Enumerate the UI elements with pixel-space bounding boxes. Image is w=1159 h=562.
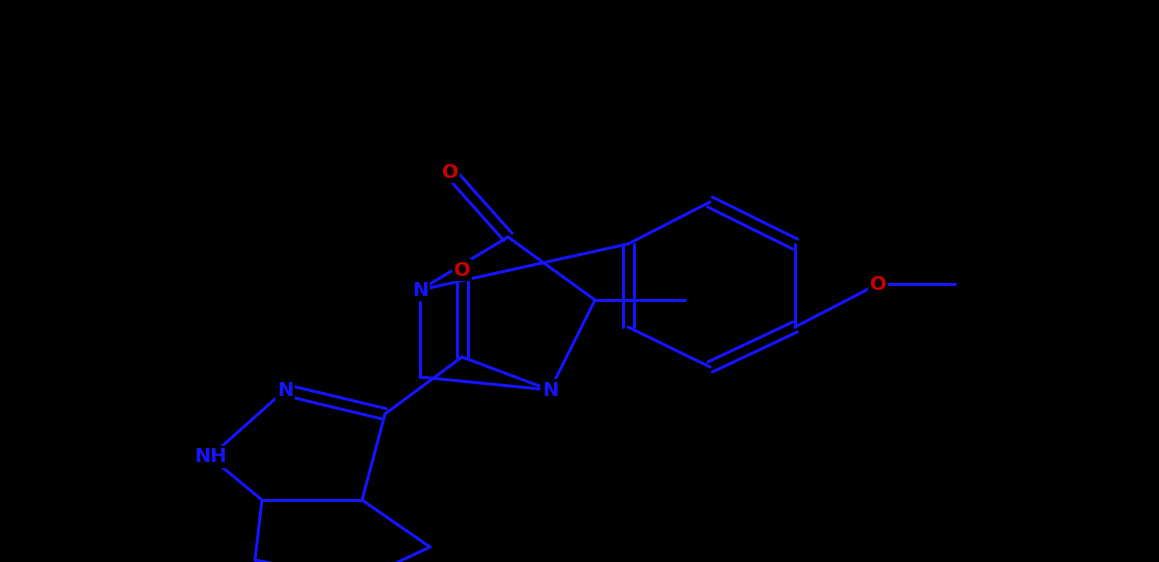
Text: N: N (411, 280, 428, 300)
Text: O: O (869, 274, 887, 293)
Text: O: O (442, 162, 458, 182)
Text: N: N (542, 380, 559, 400)
Text: N: N (277, 380, 293, 400)
Text: O: O (453, 261, 471, 279)
Text: NH: NH (194, 447, 226, 466)
